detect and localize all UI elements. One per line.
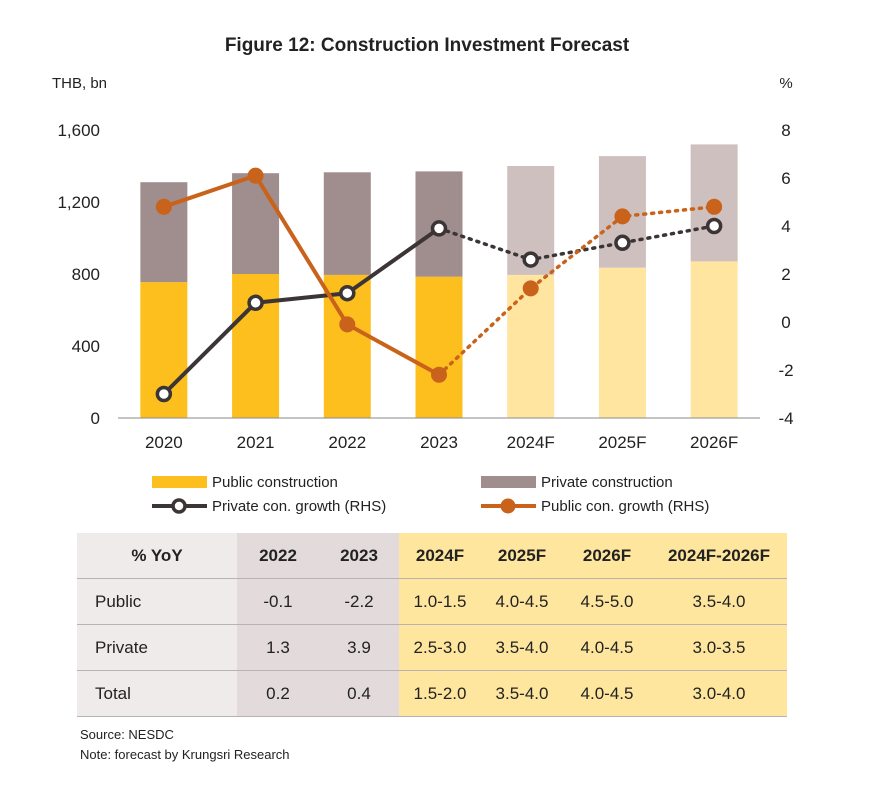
table-row-label: Private [77,624,237,671]
table-cell: 2.5-3.0 [399,624,481,671]
x-tick-label: 2023 [420,433,458,452]
legend-label: Private construction [541,474,673,491]
table-cell: 1.3 [237,624,319,671]
private-construction-bar [323,172,371,275]
right-tick-label: 6 [781,169,790,188]
public-construction-bar [507,274,555,418]
right-tick-label: 2 [781,265,790,284]
table-cell: 4.5-5.0 [563,578,651,625]
left-tick-label: 400 [72,337,100,356]
table-cell: -2.2 [319,578,399,625]
chart-title: Figure 12: Construction Investment Forec… [225,35,630,56]
table-row: Private 1.3 3.9 2.5-3.0 3.5-4.0 4.0-4.5 … [77,624,787,671]
x-tick-label: 2021 [237,433,275,452]
table-cell: 1.5-2.0 [399,670,481,717]
private-construction-bar [232,173,280,274]
right-tick-label: 4 [781,217,790,236]
left-tick-label: 1,600 [57,121,100,140]
table-cell: 3.0-3.5 [651,624,787,671]
table-header-cell: 2025F [481,533,563,579]
left-tick-label: 0 [91,409,100,428]
legend-marker-private-con-growth-rhs [171,498,187,514]
legend-swatch-private-construction [481,476,536,488]
private-con-growth-rhs-point [705,217,723,235]
forecast-note: Note: forecast by Krungsri Research [80,747,290,762]
table-row-label: Total [77,670,237,717]
source-note: Source: NESDC [80,727,174,742]
public-con-growth-rhs-point [431,366,447,383]
table-cell: 0.2 [237,670,319,717]
table-row: Total 0.2 0.4 1.5-2.0 3.5-4.0 4.0-4.5 3.… [77,670,787,717]
table-cell: 3.9 [319,624,399,671]
private-con-growth-rhs-point [614,234,631,252]
table-cell: 3.5-4.0 [481,624,563,671]
left-tick-label: 800 [72,265,100,284]
public-construction-bar [690,261,738,418]
table-header-row: % YoY 2022 2023 2024F 2025F 2026F 2024F-… [77,533,787,579]
table-header-cell: 2022 [237,533,319,579]
table-header-cell: 2024F [399,533,481,579]
right-tick-label: 8 [781,121,790,140]
right-tick-label: -2 [778,361,793,380]
private-con-growth-rhs-point [155,385,173,403]
private-con-growth-rhs-point [430,220,448,237]
legend-marker-public-con-growth-rhs [500,498,516,514]
private-con-growth-rhs-forecast-line [437,224,716,262]
chart: Figure 12: Construction Investment Forec… [52,35,794,515]
public-construction-bar [415,276,463,418]
table-cell: 1.0-1.5 [399,578,481,625]
public-con-growth-rhs-point [706,198,723,215]
table-cell: 4.0-4.5 [481,578,563,625]
table-cell: 3.0-4.0 [651,670,787,717]
table-cell: 0.4 [319,670,399,717]
public-con-growth-rhs-line [163,173,440,377]
private-con-growth-rhs-point [522,251,539,268]
legend-swatch-public-construction [152,476,207,488]
public-con-growth-rhs-point [247,167,264,184]
private-con-growth-rhs-point [247,294,264,312]
table-header-cell: 2026F [563,533,651,579]
legend-label: Public construction [212,474,338,491]
x-tick-label: 2026F [690,433,738,452]
right-tick-label: -4 [778,409,793,428]
public-con-growth-rhs-forecast-line [437,205,716,377]
left-axis-unit: THB, bn [52,75,107,92]
table-row-label: Public [77,578,237,625]
right-tick-label: 0 [781,313,790,332]
public-construction-bar [598,267,646,418]
public-con-growth-rhs-point [339,316,356,333]
public-con-growth-rhs-point [155,198,172,215]
public-con-growth-rhs-point [614,208,631,225]
private-con-growth-rhs-line [162,226,441,396]
table-header-cell: 2023 [319,533,399,579]
x-tick-label: 2025F [598,433,646,452]
table-cell: -0.1 [237,578,319,625]
private-con-growth-rhs-point [339,284,356,302]
right-axis-unit: % [779,75,792,92]
table-cell: 4.0-4.5 [563,624,651,671]
table-cell: 4.0-4.5 [563,670,651,717]
x-tick-label: 2024F [507,433,555,452]
table-cell: 3.5-4.0 [481,670,563,717]
table-header-cell: % YoY [77,533,237,579]
table-row: Public -0.1 -2.2 1.0-1.5 4.0-4.5 4.5-5.0… [77,578,787,625]
table-cell: 3.5-4.0 [651,578,787,625]
x-tick-label: 2022 [328,433,366,452]
legend-label: Public con. growth (RHS) [541,498,709,515]
left-tick-label: 1,200 [57,193,100,212]
yoy-table: % YoY 2022 2023 2024F 2025F 2026F 2024F-… [77,533,787,717]
table-header-cell: 2024F-2026F [651,533,787,579]
legend-label: Private con. growth (RHS) [212,498,386,515]
public-con-growth-rhs-point [522,280,539,297]
private-construction-bar [140,182,188,283]
x-tick-label: 2020 [145,433,183,452]
